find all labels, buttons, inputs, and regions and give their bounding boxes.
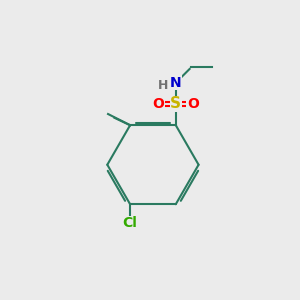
Text: Cl: Cl — [123, 216, 138, 230]
Text: O: O — [187, 97, 199, 111]
Text: S: S — [170, 97, 181, 112]
Text: N: N — [170, 76, 182, 90]
Text: O: O — [153, 97, 165, 111]
Text: H: H — [158, 79, 169, 92]
